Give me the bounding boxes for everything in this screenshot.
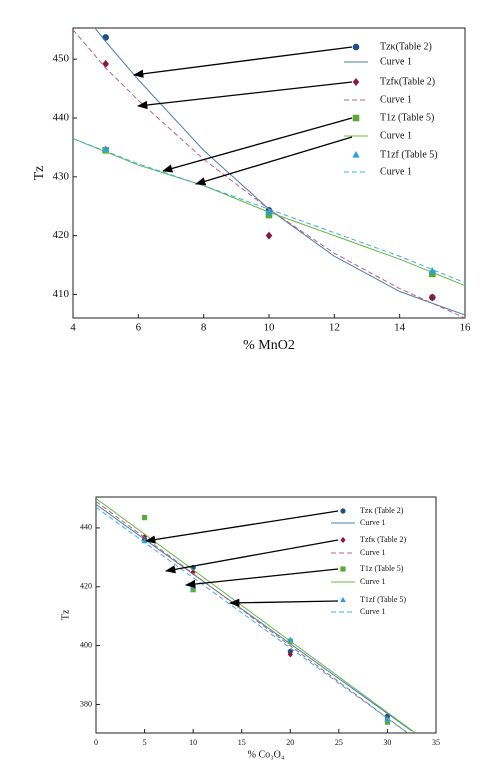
legend-marker bbox=[352, 114, 360, 122]
x-tick-label: 15 bbox=[238, 738, 246, 747]
data-point bbox=[287, 651, 293, 658]
x-tick-label: 14 bbox=[394, 322, 406, 334]
curve bbox=[73, 138, 465, 284]
x-axis-label: % MnO2 bbox=[243, 338, 295, 353]
y-tick-label: 450 bbox=[53, 53, 70, 65]
legend-marker bbox=[352, 78, 360, 86]
y-tick-label: 420 bbox=[53, 229, 70, 241]
data-point bbox=[265, 208, 273, 215]
legend-label: Curve 1 bbox=[360, 577, 386, 586]
curve bbox=[73, 29, 465, 318]
data-point bbox=[265, 211, 273, 219]
data-point bbox=[384, 719, 391, 725]
legend-marker bbox=[352, 151, 360, 158]
y-axis-label: Tz bbox=[32, 166, 47, 181]
legend-label: T1zf (Table 5) bbox=[360, 595, 406, 604]
data-point bbox=[190, 587, 196, 593]
arrows bbox=[132, 46, 353, 607]
data-point bbox=[141, 514, 148, 521]
data-point bbox=[287, 636, 294, 642]
chart: 4 6 8 10 12 14 16 410 420 430 440 450 % MnO2 Tz Tzκ(Ta… bbox=[32, 27, 472, 353]
legend-label: Curve 1 bbox=[380, 56, 412, 67]
y-tick-label: 410 bbox=[53, 288, 70, 300]
x-tick-label: 10 bbox=[189, 738, 197, 747]
legend-marker bbox=[340, 596, 346, 603]
y-tick-label: 420 bbox=[80, 582, 92, 591]
x-tick-label: 16 bbox=[460, 322, 472, 334]
x-tick-label: 5 bbox=[143, 738, 147, 747]
legend-label: Curve 1 bbox=[360, 607, 386, 616]
legend-label: T1z (Table 5) bbox=[380, 112, 434, 123]
arrow bbox=[228, 598, 339, 607]
y-tick-label: 400 bbox=[80, 640, 92, 649]
legend-label: Curve 1 bbox=[380, 94, 412, 105]
x-tick-label: 0 bbox=[94, 738, 98, 747]
x-tick-label: 8 bbox=[201, 322, 207, 334]
data-point bbox=[102, 34, 109, 41]
legend-label: Curve 1 bbox=[380, 166, 412, 177]
arrow bbox=[144, 510, 339, 544]
legend-label: T1z (Table 5) bbox=[360, 564, 404, 573]
data-point bbox=[429, 293, 436, 302]
legend-marker bbox=[340, 536, 346, 544]
legend-label: Tzfκ(Table 2) bbox=[380, 76, 435, 87]
data-point bbox=[102, 59, 109, 68]
x-tick-label: 10 bbox=[264, 322, 276, 334]
legend-marker bbox=[340, 508, 346, 514]
legend-label: Tzfκ (Table 2) bbox=[360, 535, 406, 544]
x-tick-label: 30 bbox=[383, 738, 391, 747]
legend-label: Curve 1 bbox=[360, 548, 386, 557]
data-point bbox=[265, 231, 273, 240]
legend-label: Curve 1 bbox=[360, 518, 386, 527]
x-tick-label: 25 bbox=[335, 738, 343, 747]
plot-frame bbox=[95, 496, 437, 734]
arrow bbox=[164, 539, 339, 574]
x-tick-label: 6 bbox=[136, 322, 142, 334]
x-tick-label: 4 bbox=[70, 322, 76, 334]
x-tick-label: 20 bbox=[286, 738, 294, 747]
arrow bbox=[195, 136, 353, 186]
data-point bbox=[429, 270, 436, 278]
y-tick-label: 380 bbox=[80, 699, 92, 708]
x-tick-label: 35 bbox=[432, 738, 440, 747]
curve bbox=[94, 28, 465, 316]
legend-label: Tzκ (Table 2) bbox=[360, 506, 404, 515]
y-tick-label: 430 bbox=[53, 170, 70, 182]
y-axis-label: Tz bbox=[60, 609, 71, 620]
arrow bbox=[136, 81, 353, 110]
legend-marker bbox=[352, 43, 360, 51]
y-tick-label: 440 bbox=[80, 523, 92, 532]
legend-label: Curve 1 bbox=[380, 130, 412, 141]
x-axis-label: % Co₃O₄ bbox=[248, 749, 285, 760]
arrow bbox=[132, 46, 353, 78]
arrow bbox=[161, 117, 353, 173]
arrow bbox=[184, 568, 339, 589]
legend-label: T1zf (Table 5) bbox=[380, 149, 438, 160]
plot-area bbox=[73, 28, 465, 318]
legend-marker bbox=[340, 566, 346, 572]
data-point bbox=[428, 266, 436, 274]
legend-label: Tzκ(Table 2) bbox=[380, 41, 432, 52]
y-tick-label: 440 bbox=[53, 112, 70, 124]
chart: 0 5 10 15 20 25 30 35 380 400 420 440 % Co₃O₄ Tz Tzκ (… bbox=[60, 496, 440, 760]
x-tick-label: 12 bbox=[329, 322, 340, 334]
